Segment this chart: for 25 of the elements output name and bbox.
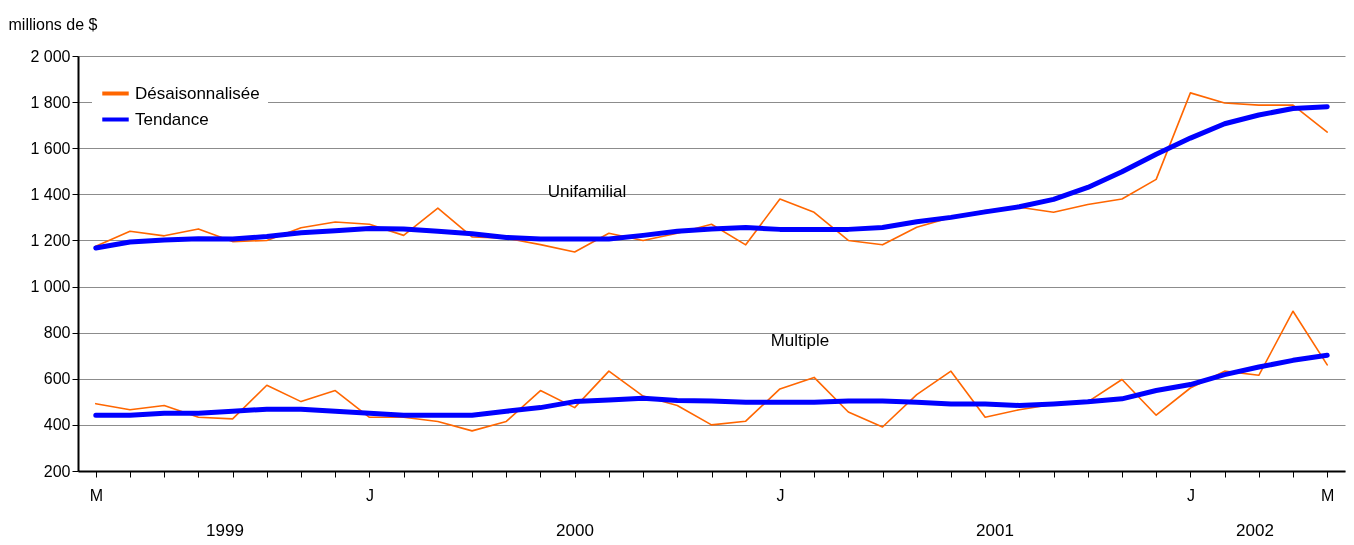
text: 2002: [1236, 521, 1274, 540]
legend-label: Désaisonnalisée: [135, 83, 260, 103]
y-tick-label: 800: [43, 324, 71, 342]
y-tick-label: 1 200: [30, 231, 71, 249]
x-tick-label: J: [365, 486, 374, 504]
text: 1999: [206, 521, 244, 540]
y-tick-label: 600: [43, 370, 71, 388]
y-tick-label: 1 000: [30, 278, 71, 296]
annotation: Unifamilial: [547, 182, 627, 201]
y-tick-label: 1 400: [30, 185, 71, 203]
y-tick-label: 2 000: [30, 47, 71, 65]
y-tick-label: 200: [43, 462, 71, 480]
text: 2001: [976, 521, 1014, 540]
y-tick-label: 1 600: [30, 139, 71, 157]
y-tick-label: 1 800: [30, 93, 71, 111]
line-series: [94, 310, 1329, 432]
y-axis-title: millions de $: [8, 15, 98, 33]
legend-label: Tendance: [135, 109, 209, 129]
text: 2000: [556, 521, 594, 540]
y-tick-label: 400: [43, 416, 71, 434]
x-tick-label: M: [1321, 486, 1335, 504]
x-tick-label: J: [776, 486, 785, 504]
x-tick-label: M: [89, 486, 103, 504]
x-tick-label: J: [1186, 486, 1195, 504]
annotation: Multiple: [770, 331, 830, 350]
